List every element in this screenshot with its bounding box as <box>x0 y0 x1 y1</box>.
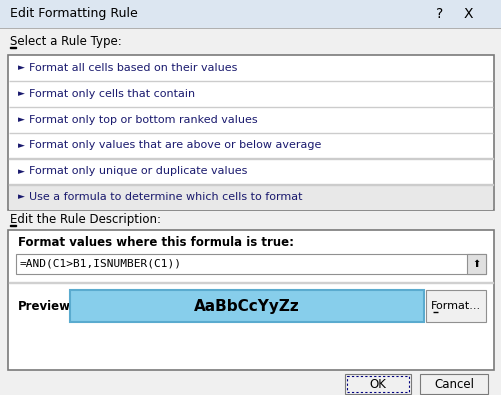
Text: ►: ► <box>18 115 25 124</box>
Text: Use a formula to determine which cells to format: Use a formula to determine which cells t… <box>29 192 302 202</box>
Text: Edit the Rule Description:: Edit the Rule Description: <box>10 214 161 226</box>
Text: ►: ► <box>18 89 25 98</box>
Bar <box>9 184 492 185</box>
Bar <box>9 185 492 209</box>
Bar <box>9 282 492 283</box>
Bar <box>466 254 485 274</box>
Bar <box>425 290 485 322</box>
Text: ►: ► <box>18 64 25 72</box>
Text: Format values where this formula is true:: Format values where this formula is true… <box>18 237 294 250</box>
Text: Format only top or bottom ranked values: Format only top or bottom ranked values <box>29 115 257 124</box>
Bar <box>9 158 492 159</box>
Bar <box>0 28 501 29</box>
Text: ►: ► <box>18 141 25 150</box>
Bar <box>9 132 492 133</box>
Text: Edit Formatting Rule: Edit Formatting Rule <box>10 8 137 21</box>
Text: ⬆: ⬆ <box>471 259 479 269</box>
Text: Format...: Format... <box>430 301 480 311</box>
Bar <box>0 0 501 28</box>
Text: Format only unique or duplicate values: Format only unique or duplicate values <box>29 166 247 176</box>
Bar <box>346 376 408 392</box>
Text: X: X <box>462 7 472 21</box>
Bar <box>10 225 16 226</box>
Text: Preview:: Preview: <box>18 299 76 312</box>
Text: ►: ► <box>18 193 25 201</box>
Text: =AND(C1>B1,ISNUMBER(C1)): =AND(C1>B1,ISNUMBER(C1)) <box>20 259 182 269</box>
Text: Cancel: Cancel <box>433 378 473 391</box>
Bar <box>419 374 487 394</box>
Bar <box>8 55 493 210</box>
Text: ?: ? <box>435 7 443 21</box>
Text: Format all cells based on their values: Format all cells based on their values <box>29 63 237 73</box>
Text: AaBbCcYyZz: AaBbCcYyZz <box>194 299 299 314</box>
Text: Format only cells that contain: Format only cells that contain <box>29 89 195 99</box>
Bar <box>70 290 423 322</box>
Text: Format only values that are above or below average: Format only values that are above or bel… <box>29 140 321 150</box>
Text: Select a Rule Type:: Select a Rule Type: <box>10 36 122 49</box>
Bar <box>10 47 17 48</box>
Bar <box>16 254 485 274</box>
Bar <box>8 230 493 370</box>
Bar <box>344 374 410 394</box>
Text: ►: ► <box>18 167 25 176</box>
Text: OK: OK <box>369 378 386 391</box>
